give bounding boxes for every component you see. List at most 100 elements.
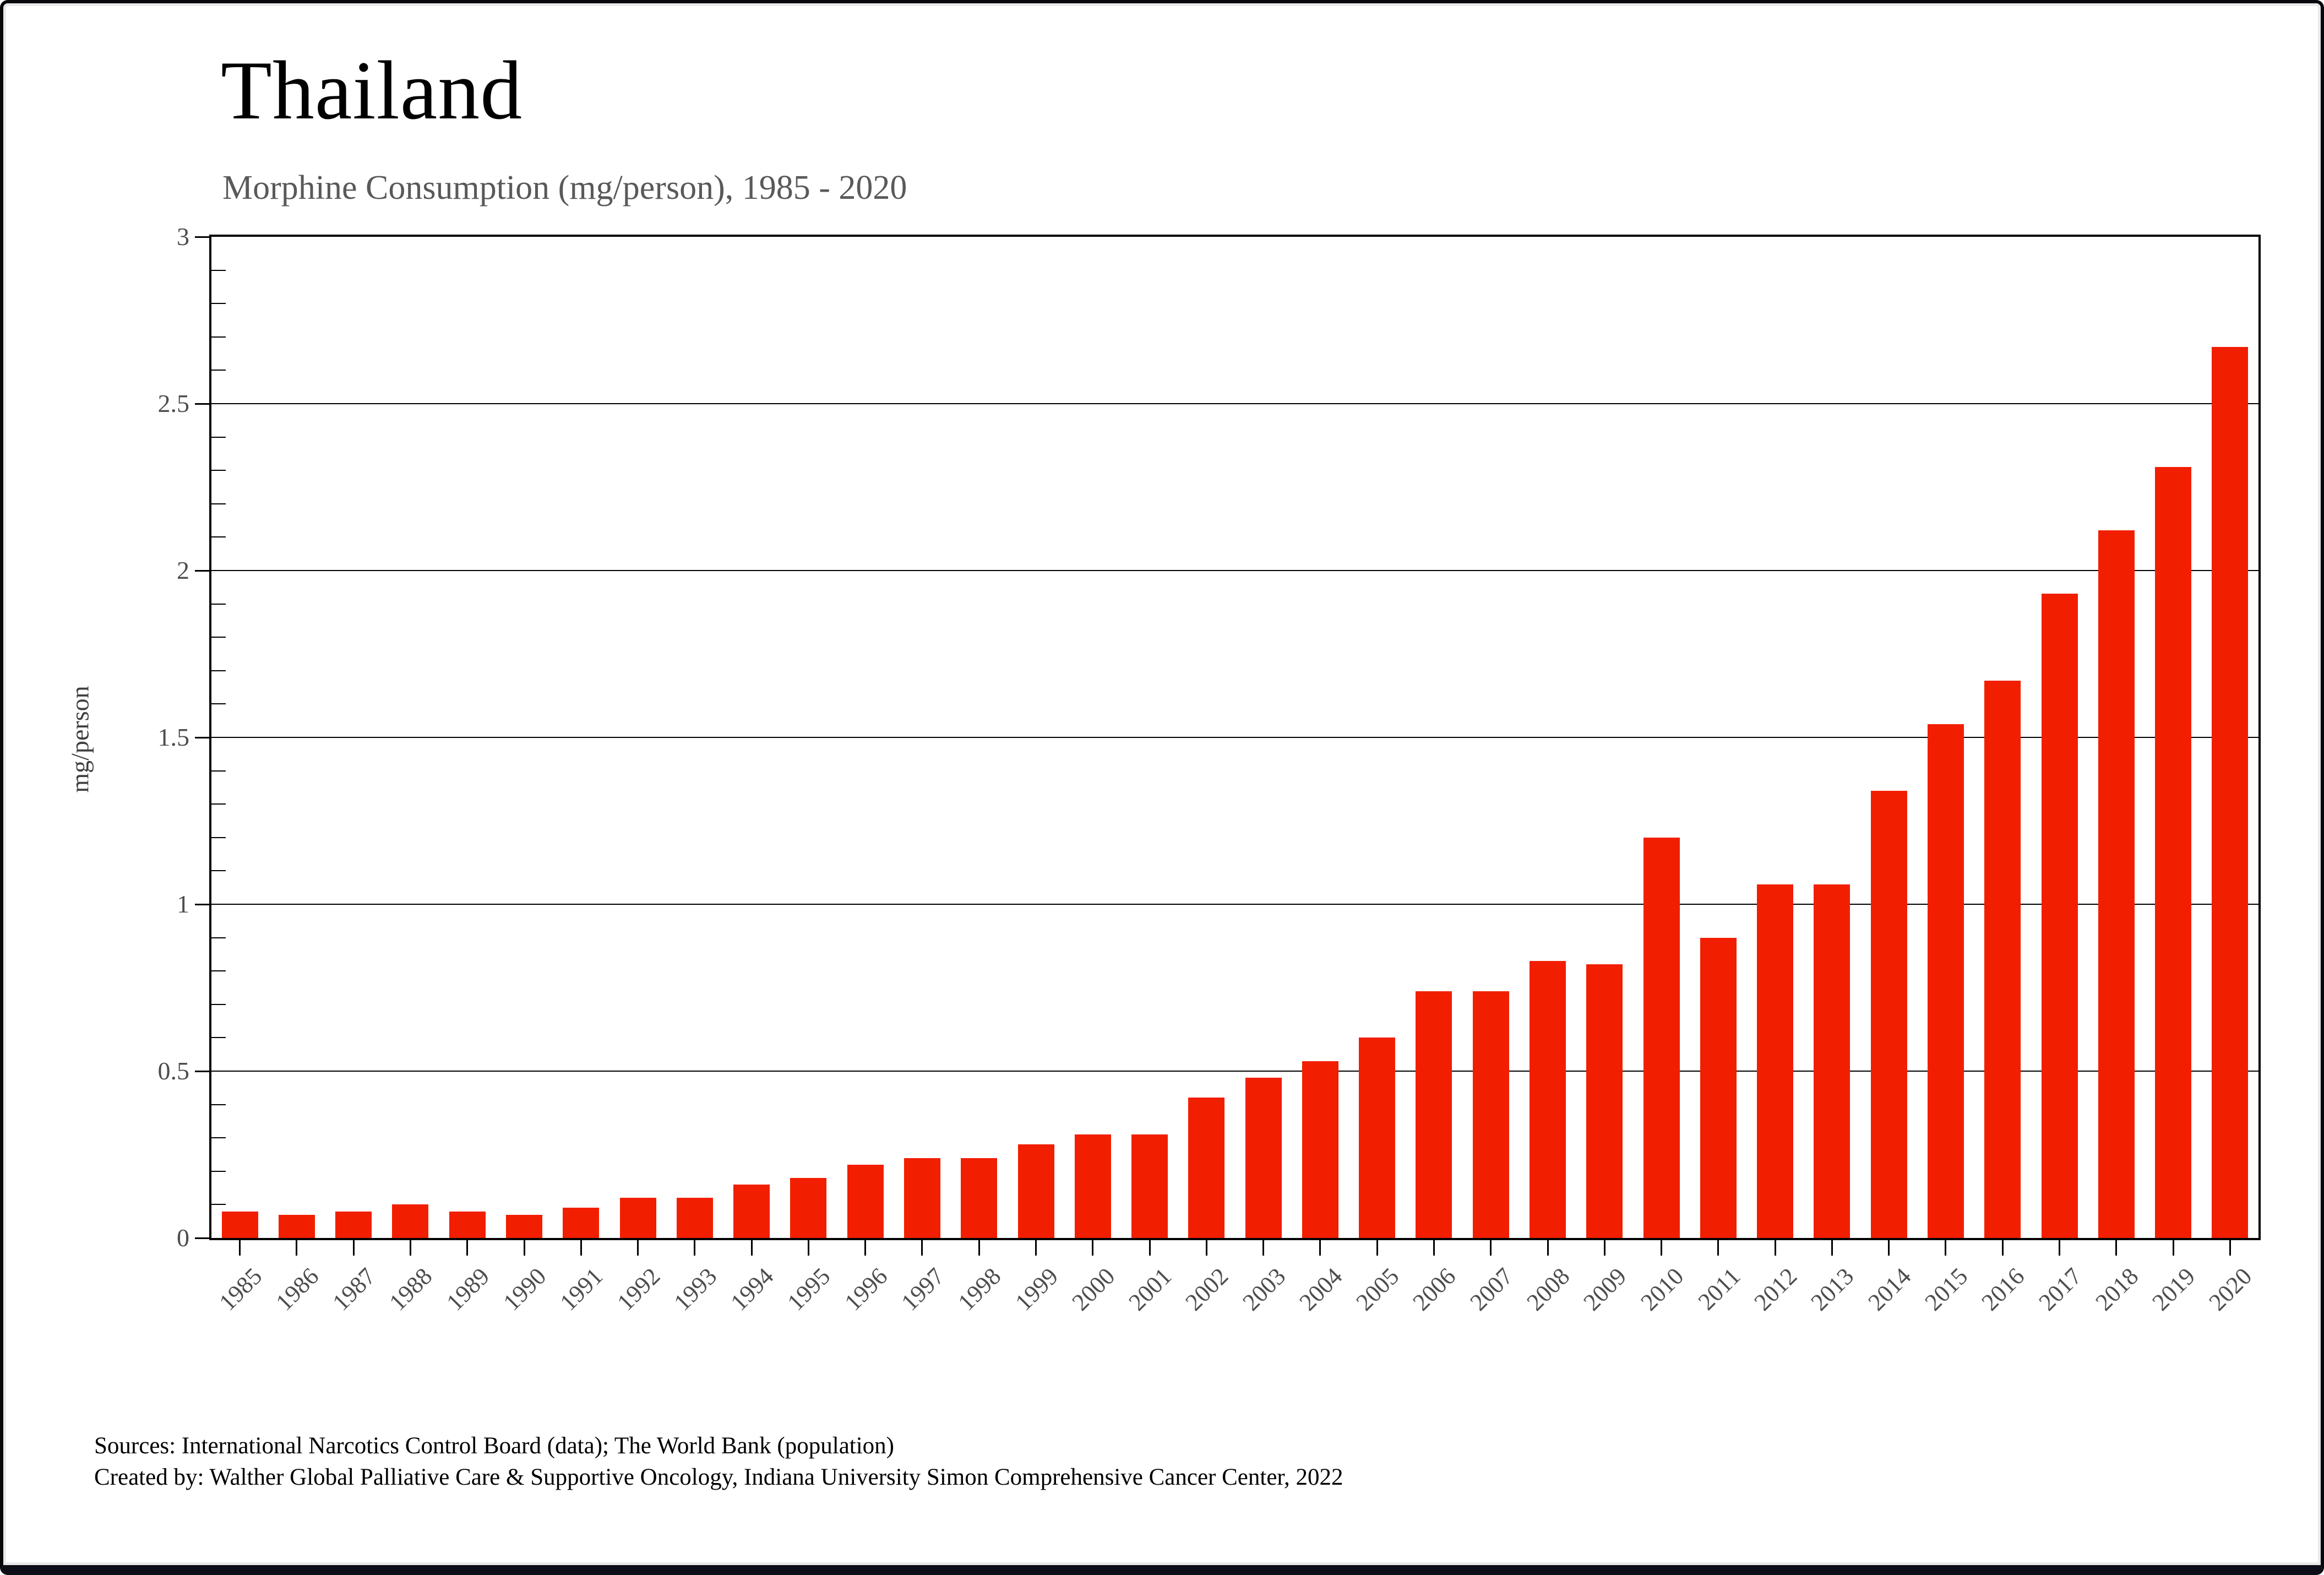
xtick-label-2019: 2019 xyxy=(2147,1262,2201,1316)
ytick-label-1: 1 xyxy=(177,890,189,918)
gridline-2.0 xyxy=(197,570,2258,571)
xtick-label-1989: 1989 xyxy=(441,1262,495,1316)
y-minor-tick xyxy=(211,470,226,471)
xtick-label-2003: 2003 xyxy=(1237,1262,1291,1316)
x-tick-2002 xyxy=(1205,1240,1207,1256)
bar-2018 xyxy=(2098,530,2135,1238)
bar-2015 xyxy=(1927,724,1964,1238)
y-minor-tick xyxy=(211,303,226,305)
x-tick-1994 xyxy=(750,1240,753,1256)
bar-2002 xyxy=(1188,1098,1225,1238)
xtick-label-1998: 1998 xyxy=(953,1262,1006,1316)
y-major-tick xyxy=(195,736,211,738)
xtick-label-2018: 2018 xyxy=(2090,1262,2144,1316)
xtick-label-1988: 1988 xyxy=(384,1262,438,1316)
x-tick-1987 xyxy=(352,1240,355,1256)
xtick-label-2002: 2002 xyxy=(1180,1262,1234,1316)
xtick-label-2005: 2005 xyxy=(1351,1262,1405,1316)
bar-1989 xyxy=(449,1211,486,1238)
y-minor-tick xyxy=(211,269,226,271)
bar-1997 xyxy=(904,1158,940,1238)
y-major-tick xyxy=(195,236,211,238)
x-tick-1992 xyxy=(637,1240,639,1256)
ytick-label-0.5: 0.5 xyxy=(157,1057,190,1085)
x-tick-2014 xyxy=(1888,1240,1890,1256)
bar-1993 xyxy=(676,1198,713,1238)
ytick-label-1.5: 1.5 xyxy=(157,723,190,751)
xtick-label-1986: 1986 xyxy=(270,1262,324,1316)
xtick-label-1996: 1996 xyxy=(839,1262,893,1316)
y-minor-tick xyxy=(211,970,226,972)
y-minor-tick xyxy=(211,803,226,805)
y-minor-tick xyxy=(211,670,226,671)
bar-1996 xyxy=(847,1164,884,1238)
x-tick-2010 xyxy=(1661,1240,1663,1256)
y-minor-tick xyxy=(211,536,226,538)
xtick-label-2015: 2015 xyxy=(1919,1262,1973,1316)
source-note: Sources: International Narcotics Control… xyxy=(94,1431,1343,1493)
source-line-2: Created by: Walther Global Palliative Ca… xyxy=(94,1464,1343,1490)
x-tick-1999 xyxy=(1035,1240,1037,1256)
x-tick-2009 xyxy=(1603,1240,1605,1256)
xtick-label-2010: 2010 xyxy=(1635,1262,1689,1316)
bar-2009 xyxy=(1586,964,1623,1238)
bar-2016 xyxy=(1984,680,2021,1238)
xtick-label-1985: 1985 xyxy=(214,1262,267,1316)
y-minor-tick xyxy=(211,1204,226,1205)
chart-subtitle: Morphine Consumption (mg/person), 1985 -… xyxy=(222,169,907,207)
bar-2019 xyxy=(2155,467,2192,1238)
ytick-label-0: 0 xyxy=(177,1224,189,1252)
gridline-2.5 xyxy=(197,403,2258,404)
ytick-label-2.5: 2.5 xyxy=(157,389,190,417)
y-major-tick xyxy=(195,1237,211,1239)
bar-2006 xyxy=(1416,991,1452,1238)
x-tick-1989 xyxy=(466,1240,469,1256)
y-minor-tick xyxy=(211,837,226,838)
bar-2017 xyxy=(2041,594,2078,1238)
xtick-label-1999: 1999 xyxy=(1009,1262,1063,1316)
x-tick-2000 xyxy=(1092,1240,1094,1256)
bar-1994 xyxy=(733,1185,770,1238)
x-tick-2012 xyxy=(1774,1240,1776,1256)
bar-2012 xyxy=(1757,884,1794,1238)
x-tick-1988 xyxy=(409,1240,411,1256)
x-tick-1998 xyxy=(978,1240,980,1256)
xtick-label-1990: 1990 xyxy=(498,1262,552,1316)
y-major-tick xyxy=(195,903,211,905)
xtick-label-1993: 1993 xyxy=(668,1262,722,1316)
xtick-label-2000: 2000 xyxy=(1066,1262,1120,1316)
bar-2004 xyxy=(1302,1061,1338,1238)
xtick-label-1987: 1987 xyxy=(327,1262,381,1316)
y-minor-tick xyxy=(211,1170,226,1172)
bar-2007 xyxy=(1472,991,1509,1238)
x-tick-2008 xyxy=(1547,1240,1549,1256)
bar-1992 xyxy=(619,1198,656,1238)
bar-1995 xyxy=(790,1177,827,1238)
x-tick-1995 xyxy=(807,1240,809,1256)
xtick-label-2004: 2004 xyxy=(1294,1262,1348,1316)
bar-1988 xyxy=(392,1204,429,1238)
y-minor-tick xyxy=(211,436,226,438)
bar-2005 xyxy=(1359,1038,1396,1238)
bar-2000 xyxy=(1074,1134,1111,1238)
x-tick-2004 xyxy=(1319,1240,1321,1256)
x-tick-2019 xyxy=(2172,1240,2174,1256)
xtick-label-2007: 2007 xyxy=(1465,1262,1519,1316)
x-tick-2001 xyxy=(1149,1240,1151,1256)
xtick-label-1992: 1992 xyxy=(612,1262,665,1316)
x-tick-2018 xyxy=(2115,1240,2118,1256)
ytick-label-3: 3 xyxy=(177,222,189,251)
x-tick-2007 xyxy=(1490,1240,1492,1256)
x-tick-2005 xyxy=(1376,1240,1378,1256)
xtick-label-2012: 2012 xyxy=(1749,1262,1803,1316)
source-line-1: Sources: International Narcotics Control… xyxy=(94,1433,894,1459)
bar-2010 xyxy=(1643,837,1680,1238)
x-tick-2015 xyxy=(1945,1240,1947,1256)
bar-2020 xyxy=(2212,346,2249,1238)
x-tick-1996 xyxy=(864,1240,867,1256)
xtick-label-1991: 1991 xyxy=(554,1262,608,1316)
y-minor-tick xyxy=(211,937,226,938)
x-tick-2017 xyxy=(2059,1240,2061,1256)
y-minor-tick xyxy=(211,703,226,705)
x-tick-2016 xyxy=(2001,1240,2004,1256)
